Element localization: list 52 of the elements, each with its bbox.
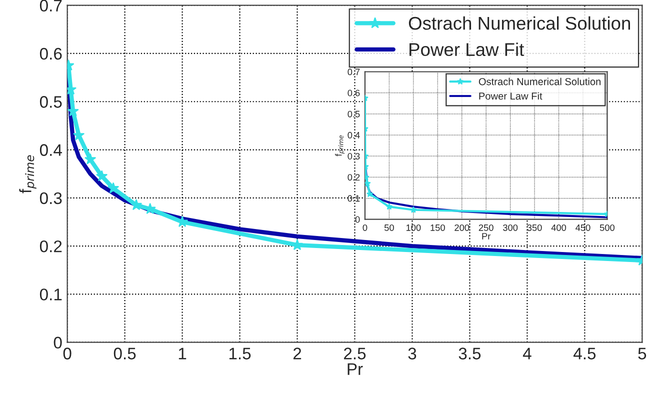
x-tick-label: 0 bbox=[362, 224, 368, 231]
y-tick-label: 0.6 bbox=[348, 90, 360, 96]
x-tick-label: 4.5 bbox=[573, 348, 596, 360]
y-tick-label: 0.6 bbox=[40, 48, 62, 60]
x-tick-label: 3 bbox=[408, 348, 416, 360]
x-tick-label: 4 bbox=[522, 348, 532, 360]
y-tick-label: 0 bbox=[54, 336, 62, 349]
x-tick-label: 300 bbox=[503, 224, 518, 231]
y-tick-label: 0 bbox=[355, 216, 360, 223]
x-tick-label: 150 bbox=[430, 224, 445, 231]
x-tick-label: 3.5 bbox=[458, 348, 481, 360]
y-tick-label: 0.1 bbox=[40, 288, 62, 300]
point bbox=[108, 182, 120, 194]
point bbox=[73, 129, 85, 140]
x-tick-label: 0.5 bbox=[114, 348, 136, 360]
y-tick-label: 0.7 bbox=[348, 68, 360, 76]
y-axis-title: f$_{prime}$ bbox=[335, 135, 345, 156]
y-tick-label: 0.3 bbox=[40, 192, 62, 204]
legend-label: Ostrach Numerical Solution bbox=[408, 16, 630, 30]
x-tick-label: 2.5 bbox=[344, 348, 366, 360]
legend-label: Power Law Fit bbox=[479, 92, 542, 100]
x-tick-label: 50 bbox=[384, 224, 394, 231]
point bbox=[84, 153, 96, 164]
x-tick-label: 1 bbox=[178, 348, 186, 360]
legend-label: Ostrach Numerical Solution bbox=[478, 78, 600, 86]
x-tick-label: 1.5 bbox=[229, 348, 251, 360]
point bbox=[96, 170, 108, 182]
x-tick-label: 400 bbox=[551, 224, 566, 231]
x-axis-title: Pr bbox=[348, 363, 363, 375]
x-tick-label: 250 bbox=[478, 224, 494, 231]
y-tick-label: 0.3 bbox=[348, 153, 360, 160]
point bbox=[130, 199, 142, 210]
x-tick-label: 450 bbox=[576, 224, 590, 231]
legend-label: Power Law Fit bbox=[410, 42, 524, 56]
y-tick-label: 0.4 bbox=[348, 132, 360, 138]
y-tick-label: 0.2 bbox=[40, 240, 62, 252]
y-tick-label: 0.5 bbox=[348, 110, 360, 118]
x-tick-label: 5 bbox=[638, 348, 646, 360]
x-tick-label: 500 bbox=[600, 224, 614, 231]
y-tick-label: 0.1 bbox=[348, 195, 360, 202]
x-tick-label: 350 bbox=[527, 224, 542, 231]
x-tick-label: 100 bbox=[406, 224, 421, 231]
y-tick-label: 0.2 bbox=[348, 174, 360, 181]
x-tick-label: 200 bbox=[454, 224, 470, 231]
point bbox=[364, 174, 370, 180]
x-tick-label: 2 bbox=[293, 348, 302, 360]
x-axis-title: Pr bbox=[482, 233, 491, 240]
y-axis-title: f$_{prime}$ bbox=[19, 155, 36, 194]
y-tick-label: 0.5 bbox=[40, 96, 62, 108]
y-tick-label: 0.4 bbox=[40, 144, 62, 156]
x-tick-label: 0 bbox=[63, 348, 72, 360]
y-tick-label: 0.7 bbox=[40, 0, 62, 12]
